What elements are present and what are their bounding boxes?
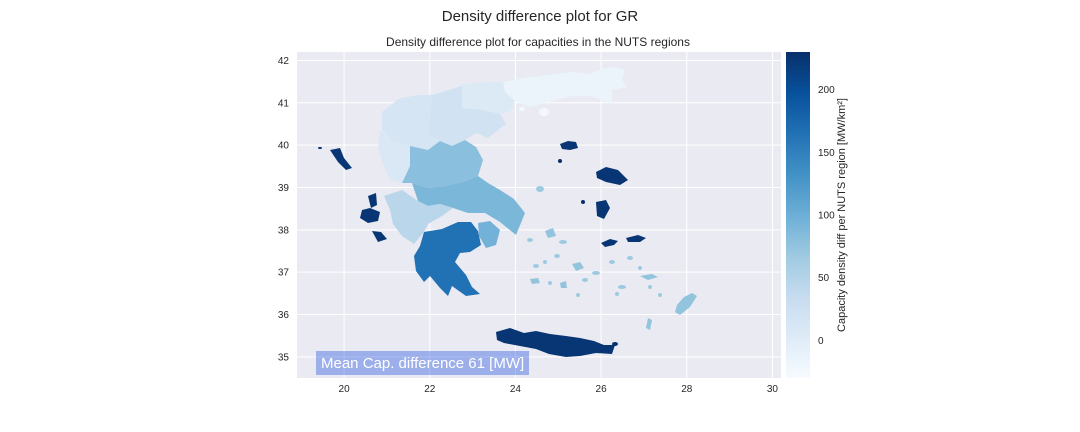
region-peloponnese[interactable] — [414, 222, 481, 296]
y-tick-label: 41 — [278, 98, 290, 109]
small-islets-light — [519, 107, 549, 116]
colorbar-tick-label: 50 — [818, 273, 830, 284]
small-islets-dark — [318, 147, 618, 346]
region-north-aegean-samos[interactable] — [601, 239, 618, 247]
map — [330, 67, 697, 357]
colorbar-tick-label: 0 — [818, 336, 824, 347]
region-north-aegean-ikaria[interactable] — [626, 235, 646, 242]
region-ionian-corfu[interactable] — [330, 148, 352, 170]
y-tick-label: 39 — [278, 183, 290, 194]
colorbar-tick-label: 150 — [818, 148, 835, 159]
figure-suptitle: Density difference plot for GR — [442, 8, 639, 25]
y-tick-label: 37 — [278, 268, 290, 279]
colorbar-ticks: 0 50 100 150 200 — [818, 85, 835, 347]
region-south-aegean-rhodes[interactable] — [675, 293, 697, 315]
x-tick-label: 24 — [510, 384, 522, 395]
region-south-aegean-naxos[interactable] — [572, 262, 584, 271]
x-tick-label: 28 — [681, 384, 693, 395]
region-ionian-kefalonia[interactable] — [360, 208, 380, 223]
y-tick-label: 38 — [278, 225, 290, 236]
colorbar — [786, 52, 810, 378]
region-epirus[interactable] — [378, 130, 410, 183]
region-north-aegean-chios[interactable] — [596, 200, 610, 219]
chart-title: Density difference plot for capacities i… — [386, 35, 690, 49]
region-south-aegean-karpathos[interactable] — [646, 318, 652, 330]
region-north-aegean-lemnos[interactable] — [560, 141, 578, 150]
x-tick-label: 26 — [596, 384, 608, 395]
colorbar-label: Capacity density diff per NUTS region [M… — [836, 98, 848, 332]
region-western-macedonia[interactable] — [382, 95, 440, 150]
small-islets-mid — [527, 186, 662, 297]
annotation-box — [316, 351, 529, 375]
region-south-aegean-kos[interactable] — [640, 274, 658, 280]
region-thrace[interactable] — [503, 67, 627, 107]
x-tick-label: 30 — [767, 384, 779, 395]
x-axis-ticks: 20 22 24 26 28 30 — [339, 384, 779, 395]
region-ionian-zakynthos[interactable] — [372, 231, 387, 242]
region-east-macedonia[interactable] — [462, 82, 515, 114]
y-tick-label: 35 — [278, 352, 290, 363]
mean-difference-annotation: Mean Cap. difference 61 [MW] — [321, 355, 524, 372]
y-tick-label: 42 — [278, 56, 290, 67]
region-attica[interactable] — [478, 221, 500, 248]
x-tick-label: 20 — [339, 384, 351, 395]
region-south-aegean-santorini[interactable] — [560, 281, 567, 288]
region-western-greece[interactable] — [384, 190, 453, 244]
region-ionian-lefkada[interactable] — [368, 193, 377, 208]
x-tick-label: 22 — [424, 384, 436, 395]
colorbar-tick-label: 200 — [818, 85, 835, 96]
region-central-macedonia[interactable] — [428, 86, 506, 146]
y-tick-label: 40 — [278, 141, 290, 152]
y-tick-label: 36 — [278, 310, 290, 321]
region-central-greece[interactable] — [412, 176, 525, 235]
region-north-aegean-lesvos[interactable] — [596, 167, 628, 185]
region-south-aegean-milos[interactable] — [530, 278, 540, 284]
colorbar-tick-label: 100 — [818, 211, 835, 222]
region-south-aegean-cyclades[interactable] — [545, 228, 556, 238]
y-axis-ticks: 35 36 37 38 39 40 41 42 — [278, 56, 290, 363]
region-thessaly[interactable] — [402, 140, 483, 188]
region-crete[interactable] — [496, 328, 615, 357]
